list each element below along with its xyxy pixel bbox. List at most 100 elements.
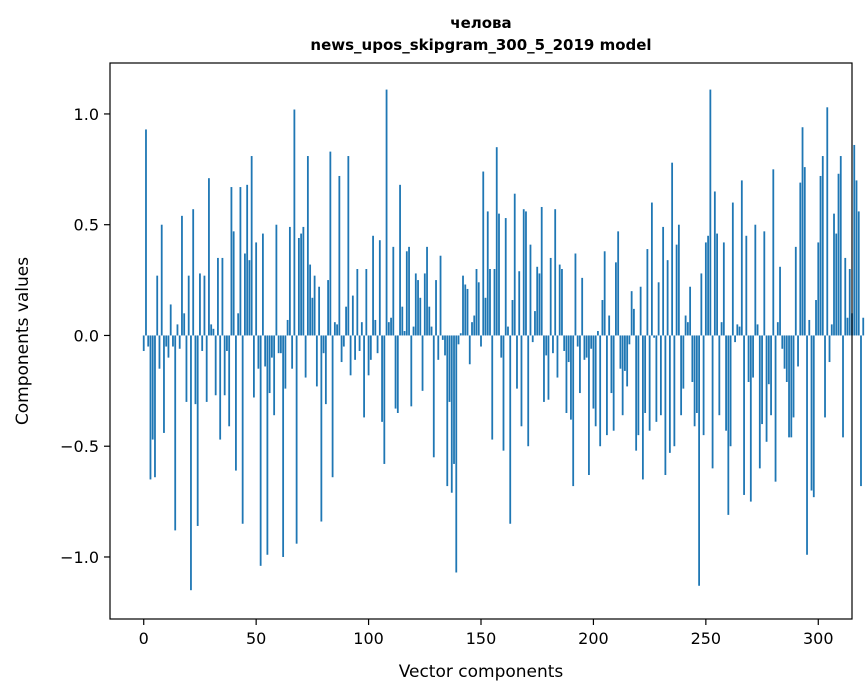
bar-286 bbox=[785, 335, 788, 382]
bar-7 bbox=[158, 335, 161, 369]
bar-115 bbox=[401, 306, 404, 336]
bar-254 bbox=[713, 191, 716, 336]
bar-274 bbox=[758, 335, 761, 469]
bar-201 bbox=[594, 335, 597, 427]
bar-68 bbox=[295, 335, 298, 544]
bar-78 bbox=[318, 286, 321, 336]
bar-86 bbox=[336, 324, 338, 336]
bar-289 bbox=[792, 335, 795, 418]
bar-214 bbox=[624, 335, 626, 371]
bar-116 bbox=[403, 331, 406, 336]
bar-269 bbox=[747, 335, 750, 382]
bar-103 bbox=[374, 319, 377, 336]
bar-263 bbox=[734, 335, 736, 343]
bar-298 bbox=[812, 335, 815, 498]
bar-142 bbox=[462, 275, 464, 336]
bar-314 bbox=[848, 269, 851, 336]
bar-57 bbox=[270, 335, 273, 358]
bar-296 bbox=[808, 319, 811, 336]
bar-184 bbox=[556, 335, 559, 378]
bar-158 bbox=[498, 213, 500, 336]
bar-119 bbox=[410, 335, 413, 407]
bar-180 bbox=[547, 335, 550, 400]
bar-166 bbox=[516, 335, 518, 389]
bar-108 bbox=[385, 89, 388, 336]
bar-232 bbox=[664, 335, 667, 476]
bar-55 bbox=[266, 335, 269, 555]
bar-230 bbox=[659, 335, 662, 416]
bar-208 bbox=[610, 335, 613, 394]
bar-4 bbox=[151, 335, 154, 440]
bar-278 bbox=[767, 335, 770, 385]
bar-72 bbox=[304, 335, 307, 378]
bar-204 bbox=[601, 300, 604, 336]
bar-261 bbox=[729, 335, 732, 447]
bar-293 bbox=[801, 127, 804, 336]
bar-295 bbox=[806, 335, 808, 555]
bar-109 bbox=[387, 322, 390, 336]
bar-23 bbox=[194, 335, 197, 405]
bar-104 bbox=[376, 335, 379, 354]
bar-318 bbox=[857, 211, 860, 336]
bar-35 bbox=[221, 257, 224, 336]
bar-236 bbox=[673, 335, 676, 447]
bar-279 bbox=[770, 335, 772, 416]
bar-244 bbox=[691, 335, 694, 382]
bar-151 bbox=[482, 171, 485, 336]
bar-192 bbox=[574, 253, 577, 336]
bar-311 bbox=[842, 335, 844, 438]
bar-243 bbox=[689, 286, 692, 336]
bar-154 bbox=[489, 269, 491, 336]
y-tick-label: 0.0 bbox=[74, 326, 99, 345]
x-tick-label: 300 bbox=[803, 629, 834, 648]
bar-187 bbox=[563, 335, 566, 351]
bar-105 bbox=[378, 240, 381, 336]
bar-85 bbox=[333, 322, 336, 336]
bar-206 bbox=[606, 335, 608, 436]
bar-186 bbox=[561, 269, 563, 336]
bar-245 bbox=[693, 335, 696, 427]
bar-252 bbox=[709, 89, 712, 336]
bar-53 bbox=[262, 233, 264, 336]
bar-79 bbox=[320, 335, 323, 522]
bar-277 bbox=[765, 335, 768, 442]
bar-59 bbox=[275, 224, 278, 336]
bar-61 bbox=[279, 335, 282, 354]
bar-69 bbox=[297, 238, 300, 336]
bar-5 bbox=[154, 335, 156, 478]
bar-15 bbox=[176, 324, 179, 336]
bar-300 bbox=[817, 242, 820, 336]
bar-120 bbox=[412, 326, 415, 336]
bar-309 bbox=[837, 173, 840, 336]
bar-131 bbox=[437, 335, 440, 360]
bar-251 bbox=[707, 235, 709, 336]
bar-258 bbox=[722, 242, 725, 336]
bar-144 bbox=[466, 288, 469, 336]
bar-313 bbox=[846, 317, 849, 336]
bar-150 bbox=[480, 335, 482, 347]
bar-73 bbox=[306, 156, 309, 336]
bar-58 bbox=[273, 335, 276, 416]
bar-155 bbox=[491, 335, 494, 440]
bar-18 bbox=[183, 313, 186, 336]
bar-156 bbox=[493, 269, 496, 336]
bar-3 bbox=[149, 335, 152, 480]
bar-194 bbox=[579, 335, 581, 394]
bar-178 bbox=[543, 335, 545, 402]
bar-34 bbox=[219, 335, 222, 440]
x-axis-ticks: 0 50 100 150 200 250 300 bbox=[139, 619, 834, 648]
bar-50 bbox=[255, 242, 258, 336]
bar-84 bbox=[331, 335, 334, 478]
bar-89 bbox=[342, 335, 345, 347]
bar-128 bbox=[430, 326, 433, 336]
bar-148 bbox=[475, 269, 478, 336]
bar-65 bbox=[288, 226, 291, 336]
bar-233 bbox=[666, 260, 669, 336]
bar-220 bbox=[637, 335, 640, 436]
bar-276 bbox=[763, 231, 766, 336]
bar-97 bbox=[360, 322, 363, 336]
bar-179 bbox=[545, 335, 548, 356]
bar-140 bbox=[457, 335, 460, 345]
bar-2 bbox=[147, 335, 150, 347]
